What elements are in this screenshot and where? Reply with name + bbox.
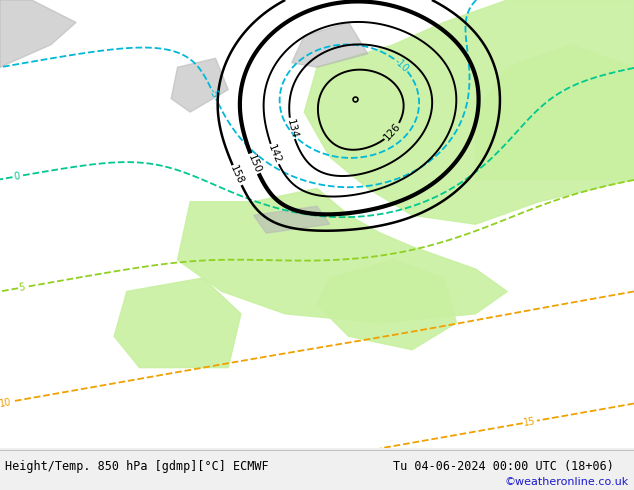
Text: 150: 150 [246,152,262,174]
Text: 142: 142 [266,143,283,165]
Polygon shape [114,278,241,368]
Text: 0: 0 [13,171,20,182]
Text: 15: 15 [523,416,537,428]
Polygon shape [178,188,507,323]
Text: Tu 04-06-2024 00:00 UTC (18+06): Tu 04-06-2024 00:00 UTC (18+06) [393,460,614,473]
Polygon shape [0,0,76,67]
Polygon shape [476,45,634,179]
Polygon shape [317,260,456,350]
Text: -5: -5 [207,87,220,100]
Polygon shape [254,206,330,233]
Polygon shape [304,0,634,224]
Text: -10: -10 [392,56,411,74]
Text: 126: 126 [382,121,403,143]
Polygon shape [292,23,368,67]
Text: 158: 158 [228,164,245,186]
Text: Height/Temp. 850 hPa [gdmp][°C] ECMWF: Height/Temp. 850 hPa [gdmp][°C] ECMWF [5,460,269,473]
Text: 10: 10 [0,396,13,409]
Text: ©weatheronline.co.uk: ©weatheronline.co.uk [505,477,629,487]
Polygon shape [171,58,228,112]
Text: 5: 5 [18,282,26,293]
Text: 134: 134 [285,118,299,139]
